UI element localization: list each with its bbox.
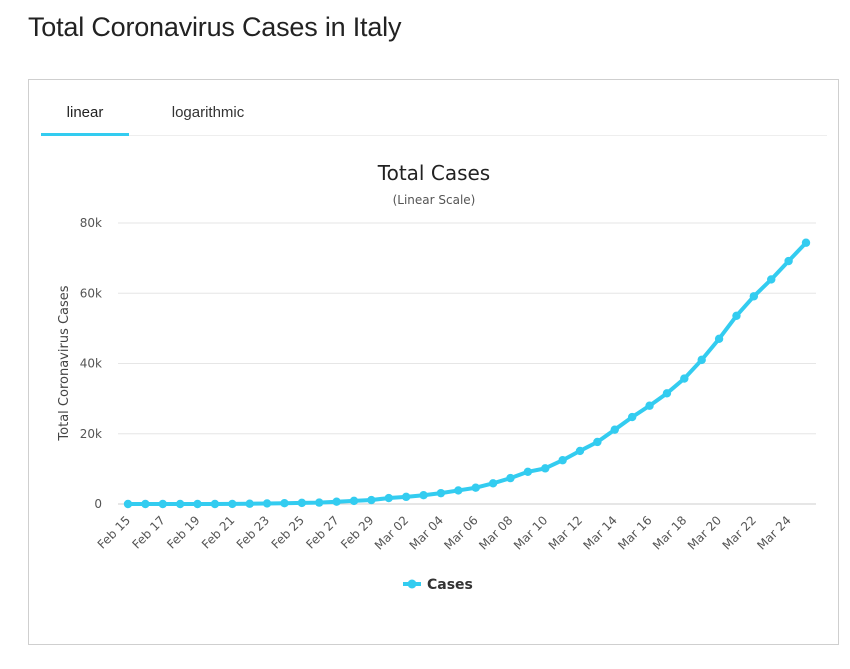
y-tick-label: 40k: [80, 357, 102, 371]
x-tick-label: Feb 23: [234, 513, 272, 551]
data-point: [697, 355, 706, 365]
data-point: [175, 499, 185, 509]
x-tick-label: Mar 10: [511, 513, 550, 552]
data-point: [732, 311, 741, 321]
series-cases: [123, 238, 811, 509]
data-point: [367, 495, 376, 505]
data-point: [767, 275, 776, 284]
data-point: [454, 486, 463, 495]
data-point: [315, 498, 324, 507]
data-point: [610, 425, 619, 434]
data-point: [436, 488, 446, 498]
x-tick-label: Mar 16: [615, 513, 654, 552]
y-tick-label: 0: [94, 497, 102, 511]
data-point: [141, 499, 150, 509]
x-tick-label: Feb 19: [164, 513, 202, 551]
x-tick-label: Mar 04: [407, 513, 446, 552]
data-point: [297, 498, 307, 508]
data-point: [680, 374, 689, 383]
data-point: [714, 334, 724, 344]
x-tick-label: Feb 21: [199, 513, 237, 551]
data-point: [558, 456, 567, 465]
data-point: [749, 292, 759, 301]
data-point: [593, 437, 602, 447]
data-point: [471, 483, 480, 492]
data-point: [662, 389, 672, 398]
x-tick-label: Mar 24: [754, 513, 793, 552]
data-point: [506, 473, 515, 483]
tab-logarithmic[interactable]: logarithmic: [171, 104, 245, 121]
x-tick-label: Feb 29: [338, 513, 376, 551]
x-tick-label: Mar 12: [546, 513, 585, 552]
legend[interactable]: Cases: [403, 577, 473, 593]
x-tick-label: Mar 06: [441, 513, 480, 552]
data-point: [541, 464, 550, 473]
data-point: [349, 496, 359, 506]
data-point: [784, 256, 793, 266]
data-point: [575, 446, 585, 456]
y-axis-label: Total Coronavirus Cases: [57, 285, 72, 441]
x-tick-label: Feb 27: [303, 513, 341, 551]
x-tick-label: Mar 02: [372, 513, 411, 552]
x-tick-label: Mar 20: [685, 513, 724, 552]
x-tick-label: Mar 08: [476, 513, 515, 552]
x-tick-label: Mar 18: [650, 513, 689, 552]
grid: [118, 222, 816, 505]
chart-title: Total Cases: [377, 161, 490, 185]
x-tick-label: Mar 14: [580, 513, 619, 552]
legend-marker: [407, 579, 417, 589]
scale-tabs: linear logarithmic: [41, 100, 827, 136]
data-point: [801, 238, 811, 247]
x-tick-label: Feb 15: [95, 513, 133, 551]
data-point: [645, 401, 654, 410]
y-tick-label: 60k: [80, 286, 102, 300]
data-point: [384, 493, 393, 503]
legend-label: Cases: [427, 577, 473, 593]
data-point: [245, 499, 254, 508]
data-point: [488, 479, 498, 488]
data-point: [228, 499, 237, 509]
y-tick-label: 20k: [80, 427, 102, 441]
data-point: [262, 499, 272, 508]
tab-linear[interactable]: linear: [41, 100, 129, 136]
series-line: [126, 240, 808, 506]
data-point: [158, 499, 167, 509]
x-tick-label: Mar 22: [720, 513, 759, 552]
data-point: [627, 412, 637, 422]
chart-subtitle: (Linear Scale): [393, 193, 476, 207]
page-title: Total Coronavirus Cases in Italy: [28, 12, 402, 42]
data-point: [523, 467, 533, 476]
data-point: [419, 491, 428, 500]
data-point: [280, 498, 289, 508]
x-tick-label: Feb 17: [129, 513, 167, 551]
data-point: [210, 499, 220, 509]
x-tick-label: Feb 25: [269, 513, 307, 551]
data-point: [123, 499, 133, 509]
data-point: [193, 499, 202, 509]
y-tick-label: 80k: [80, 216, 102, 230]
data-point: [332, 497, 341, 506]
data-point: [401, 492, 411, 502]
y-axis: 0 20k 40k 60k 80k: [80, 216, 102, 511]
